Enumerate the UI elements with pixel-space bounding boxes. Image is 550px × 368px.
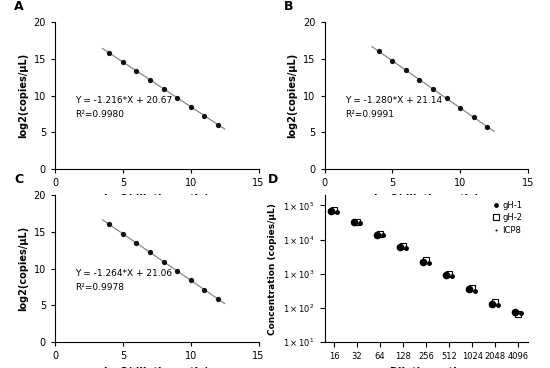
- Text: A: A: [14, 0, 24, 13]
- gH-2: [423, 258, 430, 262]
- Y-axis label: log2(copies/μL): log2(copies/μL): [18, 53, 28, 138]
- gH-1: [443, 273, 450, 277]
- gH-2: [469, 286, 475, 290]
- gH-1: [351, 220, 358, 224]
- Text: R²=0.9978: R²=0.9978: [75, 283, 124, 292]
- gH-1: [328, 209, 334, 213]
- Y-axis label: log2(copies/μL): log2(copies/μL): [288, 53, 298, 138]
- Text: R²=0.9991: R²=0.9991: [345, 110, 394, 119]
- gH-2: [492, 300, 498, 305]
- ICP8: [356, 221, 363, 226]
- gH-1: [512, 310, 519, 315]
- ICP8: [403, 245, 409, 250]
- X-axis label: log2(dilution ratio): log2(dilution ratio): [104, 367, 210, 368]
- ICP8: [426, 261, 432, 265]
- Text: Y = -1.280*X + 21.14: Y = -1.280*X + 21.14: [345, 96, 442, 105]
- X-axis label: Dilution ratio: Dilution ratio: [389, 367, 463, 368]
- ICP8: [494, 303, 501, 308]
- gH-1: [397, 245, 404, 250]
- gH-1: [420, 260, 427, 264]
- Legend: gH-1, gH-2, ICP8: gH-1, gH-2, ICP8: [491, 199, 524, 236]
- Y-axis label: Concentration (copies/μL): Concentration (copies/μL): [268, 203, 277, 335]
- gH-2: [515, 312, 521, 316]
- gH-2: [446, 272, 453, 276]
- Text: Y = -1.264*X + 21.06: Y = -1.264*X + 21.06: [75, 269, 173, 277]
- Line: ICP8: ICP8: [335, 210, 522, 315]
- gH-2: [400, 244, 406, 248]
- Line: gH-1: gH-1: [328, 208, 519, 315]
- gH-2: [331, 208, 337, 212]
- ICP8: [472, 289, 478, 293]
- ICP8: [449, 274, 455, 279]
- gH-1: [374, 232, 381, 237]
- X-axis label: log2(dilution ratio): log2(dilution ratio): [373, 194, 479, 204]
- gH-2: [377, 231, 383, 236]
- Text: Y = -1.216*X + 20.67: Y = -1.216*X + 20.67: [75, 96, 173, 105]
- gH-1: [489, 302, 496, 306]
- Text: D: D: [267, 173, 278, 186]
- gH-2: [354, 220, 360, 224]
- ICP8: [379, 233, 386, 237]
- Y-axis label: log2(copies/μL): log2(copies/μL): [18, 226, 28, 311]
- Text: C: C: [14, 173, 24, 186]
- Line: gH-2: gH-2: [331, 207, 521, 318]
- X-axis label: log2(dilution ratio): log2(dilution ratio): [104, 194, 210, 204]
- ICP8: [518, 311, 524, 315]
- Text: R²=0.9980: R²=0.9980: [75, 110, 124, 119]
- Text: B: B: [284, 0, 293, 13]
- ICP8: [333, 209, 340, 214]
- gH-1: [466, 287, 472, 291]
